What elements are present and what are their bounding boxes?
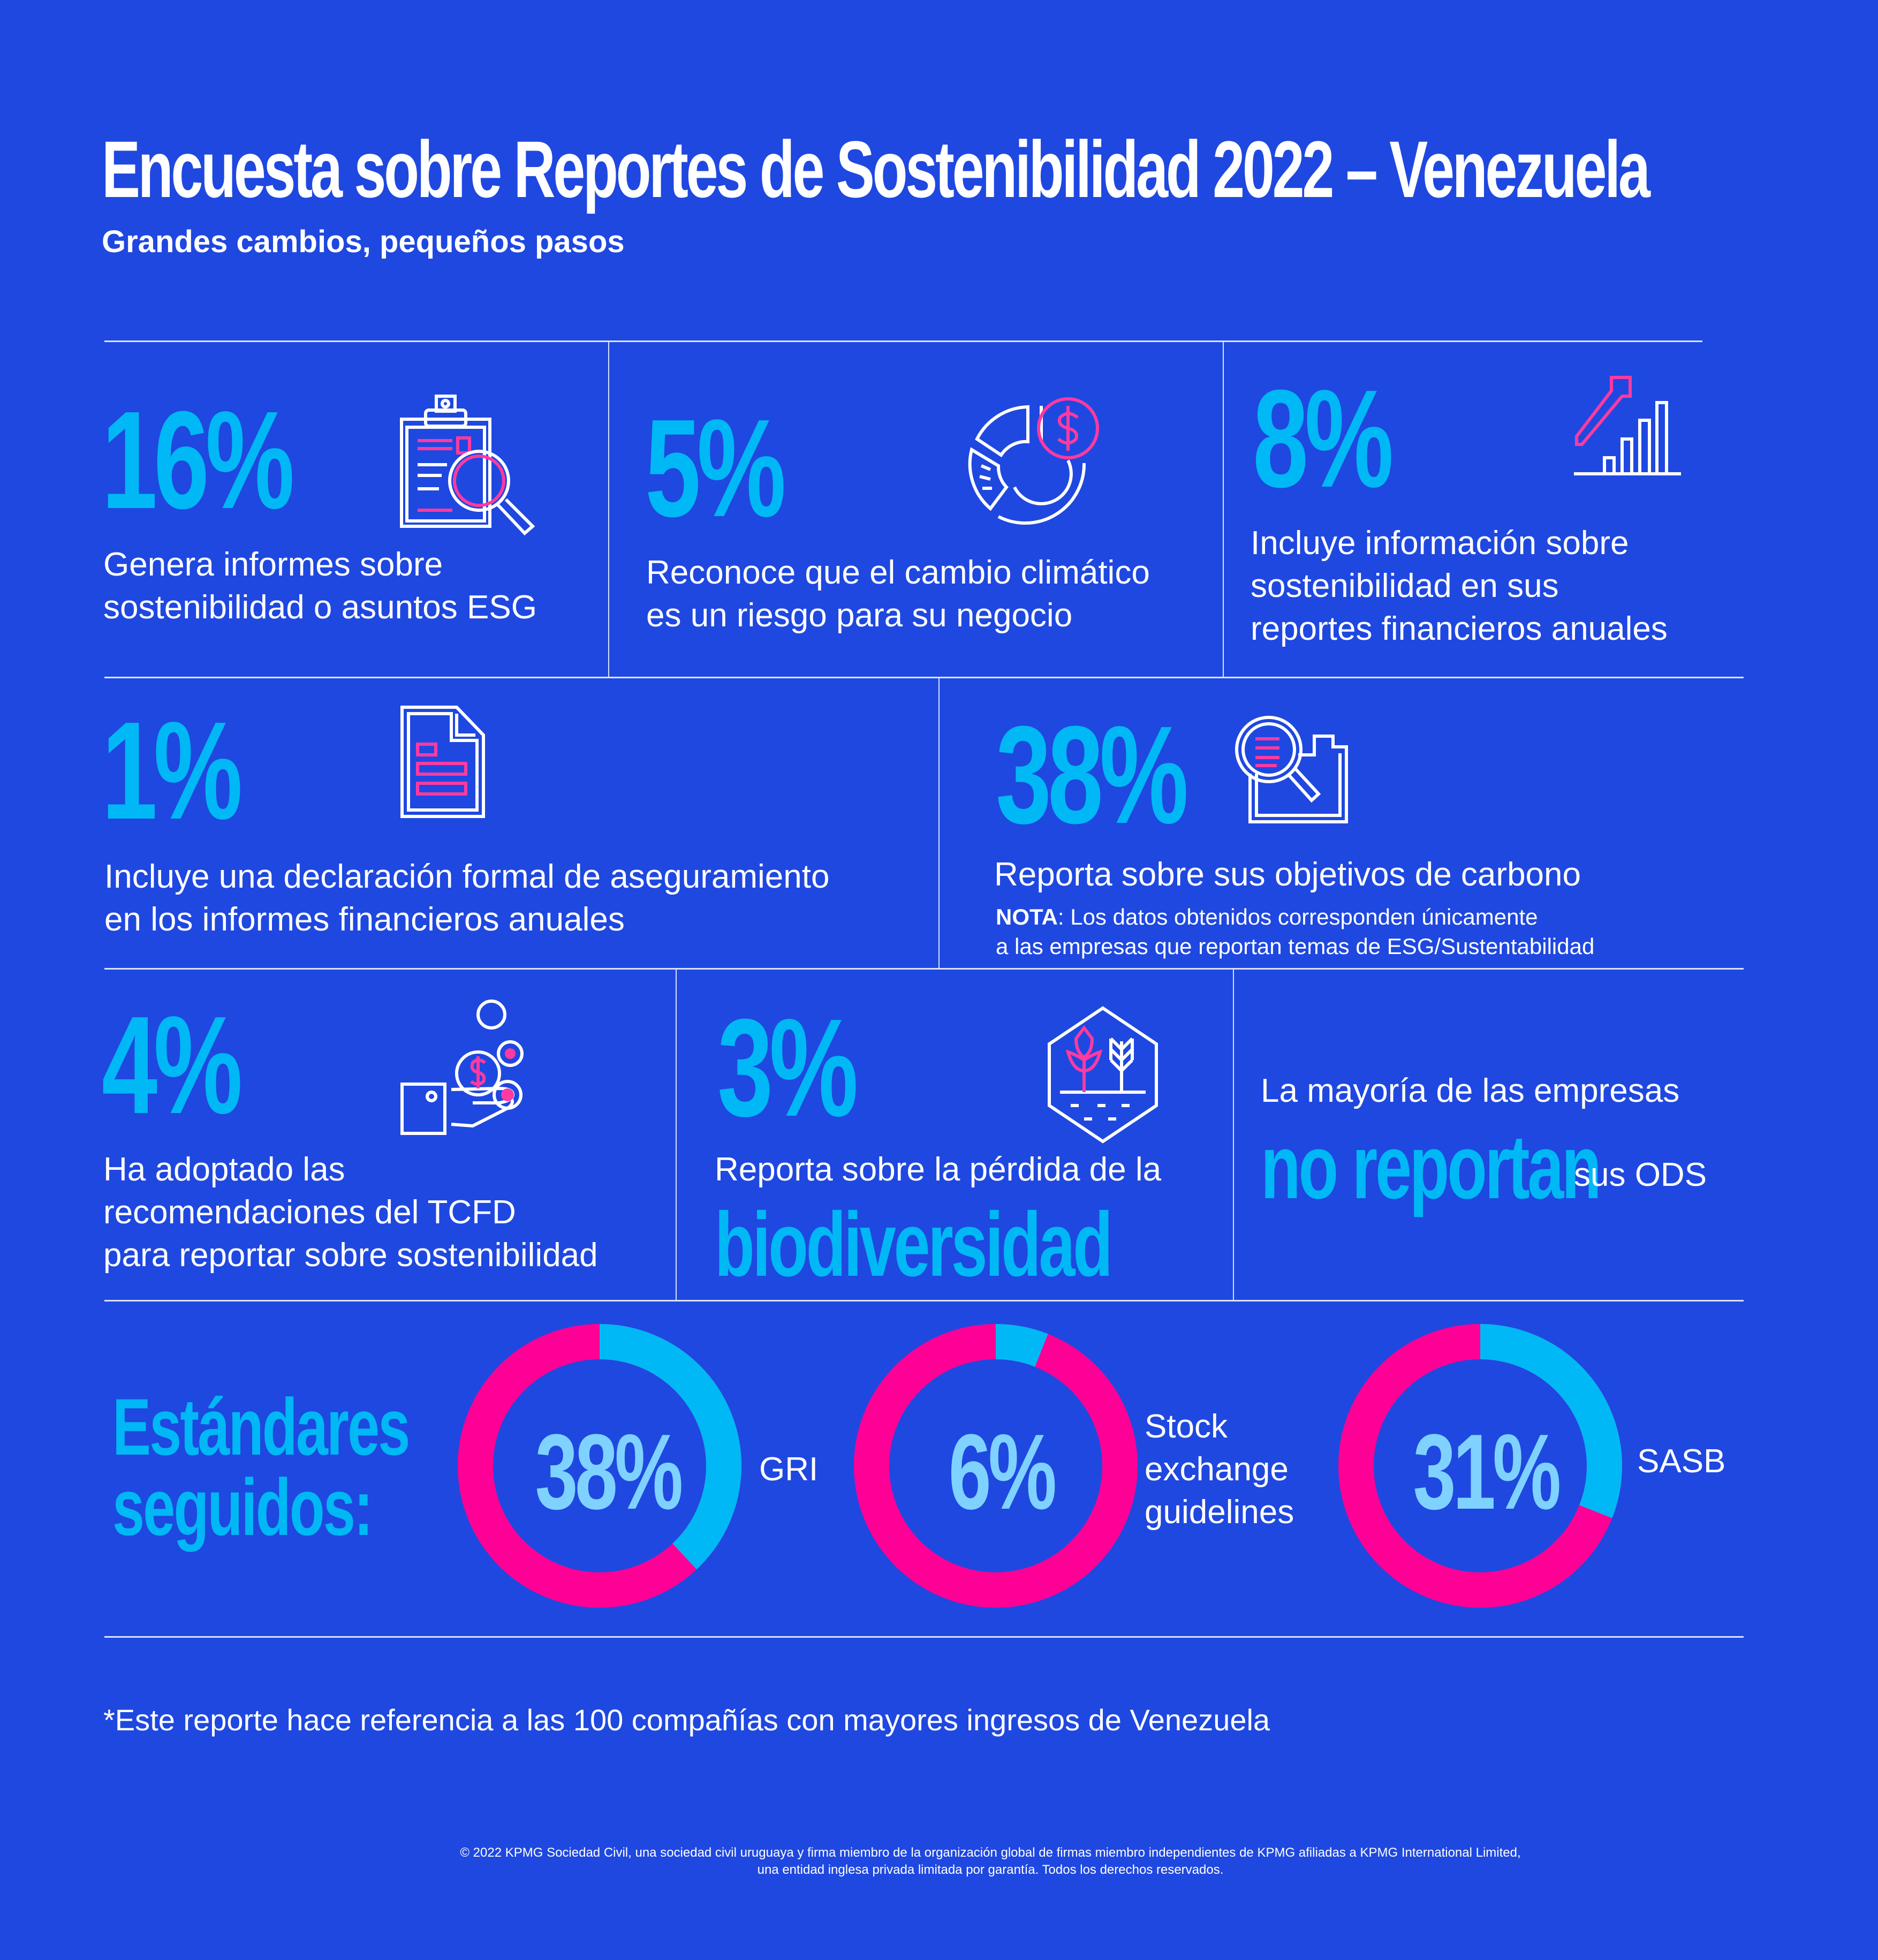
stat-description: Ha adoptado las recomendaciones del TCFD… xyxy=(103,1151,598,1274)
pie-chart-dollar-icon xyxy=(961,396,1103,525)
donut-value-sasb: 31% xyxy=(1413,1412,1562,1532)
stat-value: 16% xyxy=(102,383,294,538)
divider xyxy=(608,342,609,678)
stat-value: 4% xyxy=(102,988,243,1143)
divider xyxy=(104,968,1744,970)
folder-magnifier-icon xyxy=(1234,715,1352,827)
stat-description: Incluye una declaración formal de asegur… xyxy=(104,858,830,938)
divider xyxy=(104,1300,1744,1301)
divider xyxy=(1223,342,1224,678)
divider xyxy=(1233,969,1234,1301)
stat-description: Reporta sobre la pérdida de la xyxy=(715,1151,1162,1188)
stat-value: 5% xyxy=(645,391,786,546)
donut-label-sasb: SASB xyxy=(1637,1443,1726,1480)
clipboard-magnifier-icon xyxy=(399,395,538,536)
copyright: © 2022 KPMG Sociedad Civil, una sociedad… xyxy=(460,1845,1521,1877)
stat-description: Genera informes sobre sostenibilidad o a… xyxy=(103,546,537,626)
donut-label-gri: GRI xyxy=(759,1451,819,1488)
donut-chart-sasb xyxy=(1338,1324,1622,1608)
hand-coins-icon xyxy=(400,993,540,1135)
stat-value: 38% xyxy=(996,698,1188,853)
divider xyxy=(104,677,1744,678)
divider xyxy=(104,340,1702,342)
donut-value-gri: 38% xyxy=(535,1412,684,1532)
stat-description: Reporta sobre sus objetivos de carbono xyxy=(994,856,1581,893)
page-subtitle: Grandes cambios, pequeños pasos xyxy=(102,224,625,259)
donut-chart-stock-exchange xyxy=(854,1324,1138,1608)
document-icon xyxy=(400,706,485,818)
stat-value: 8% xyxy=(1253,361,1394,517)
ods-suffix: sus ODS xyxy=(1574,1156,1707,1193)
stat-value: 1% xyxy=(102,693,243,849)
divider xyxy=(938,678,940,969)
ods-emphasis: no reportan xyxy=(1261,1116,1602,1218)
stat-emphasis: biodiversidad xyxy=(715,1194,1113,1296)
stat-description: Reconoce que el cambio climático es un r… xyxy=(646,554,1150,634)
divider xyxy=(104,1636,1744,1638)
hexagon-plants-icon xyxy=(1047,1006,1159,1144)
footnote: *Este reporte hace referencia a las 100 … xyxy=(103,1703,1270,1737)
donut-label-stock-exchange: Stock exchange guidelines xyxy=(1145,1408,1294,1531)
growth-bar-chart-icon xyxy=(1571,375,1684,475)
note-label: NOTA xyxy=(996,904,1058,929)
donut-chart-gri xyxy=(458,1324,741,1608)
divider xyxy=(676,969,677,1301)
note: NOTA: Los datos obtenidos corresponden ú… xyxy=(996,904,1595,959)
stat-description: Incluye información sobre sostenibilidad… xyxy=(1251,525,1668,647)
donut-value-stock-exchange: 6% xyxy=(948,1412,1057,1532)
stat-value: 3% xyxy=(717,990,858,1146)
ods-line: La mayoría de las empresas xyxy=(1261,1072,1680,1109)
page-title: Encuesta sobre Reportes de Sostenibilida… xyxy=(102,124,1650,214)
standards-heading: Estándares seguidos: xyxy=(112,1382,410,1552)
